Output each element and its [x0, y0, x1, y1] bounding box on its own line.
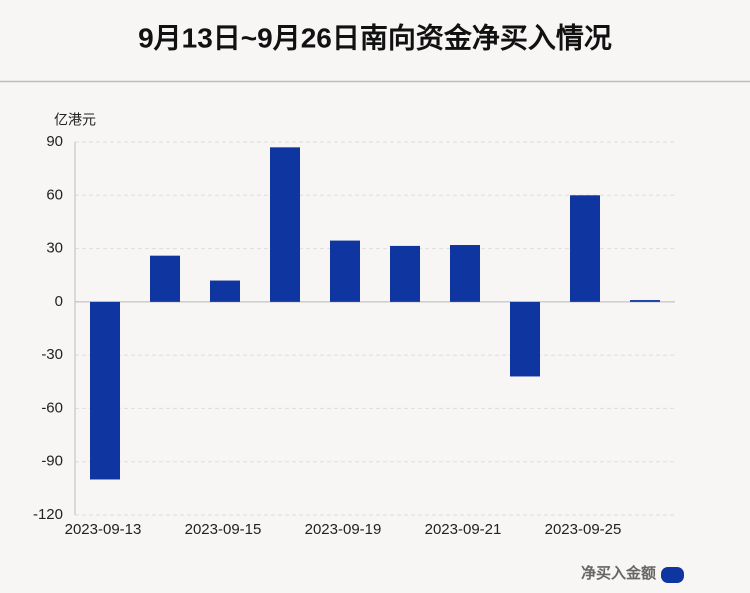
legend-swatch: [661, 567, 684, 583]
y-tick-label: 60: [46, 186, 63, 203]
y-tick-label: -120: [33, 506, 63, 523]
y-tick-label: -60: [41, 399, 63, 416]
bar: [90, 301, 120, 480]
bar: [390, 245, 420, 302]
bar: [570, 195, 600, 302]
bar: [510, 301, 540, 377]
y-tick-label: -90: [41, 453, 63, 470]
y-tick-label: 0: [55, 293, 63, 310]
y-tick-label: -30: [41, 346, 63, 363]
x-tick-label: 2023-09-19: [305, 521, 382, 538]
x-tick-label: 2023-09-15: [185, 521, 262, 538]
bar: [270, 147, 300, 302]
x-tick-label: 2023-09-13: [65, 521, 142, 538]
chart-title: 9月13日~9月26日南向资金净买入情况: [138, 21, 612, 53]
legend-label: 净买入金额: [581, 564, 656, 582]
bar: [630, 300, 660, 302]
y-tick-label: 30: [46, 240, 63, 257]
bar: [450, 245, 480, 302]
x-tick-label: 2023-09-21: [425, 521, 502, 538]
bar: [210, 280, 240, 302]
bar: [150, 255, 180, 302]
y-tick-label: 90: [46, 133, 63, 150]
x-tick-label: 2023-09-25: [545, 521, 622, 538]
bar: [330, 240, 360, 302]
y-axis-label: 亿港元: [54, 112, 96, 128]
